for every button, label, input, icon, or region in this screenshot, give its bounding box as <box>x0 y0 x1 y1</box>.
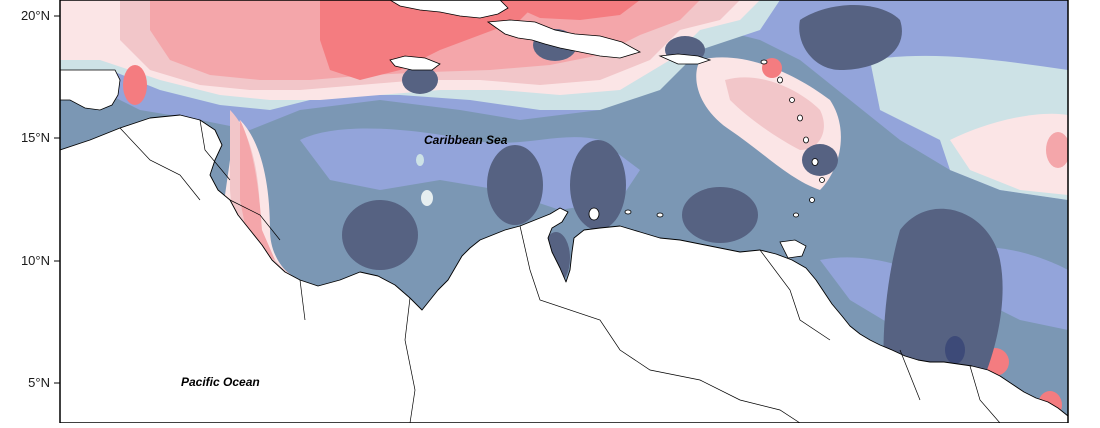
puerto-rico <box>658 53 712 65</box>
pacific-ocean-label: Pacific Ocean <box>181 375 260 389</box>
y-tick-label: 5°N <box>28 375 50 390</box>
anomaly-field <box>60 0 1068 423</box>
lesser-antilles <box>588 59 825 221</box>
y-tick-label: 20°N <box>21 8 50 23</box>
field-speck <box>421 190 433 206</box>
cuba <box>389 0 509 19</box>
central-america <box>60 114 1068 423</box>
landmass <box>60 0 1068 423</box>
y-tick-label: 15°N <box>21 130 50 145</box>
jamaica <box>389 55 441 71</box>
y-tick-label: 10°N <box>21 253 50 268</box>
yucatan <box>60 69 121 111</box>
trinidad <box>779 239 807 259</box>
axis-margin <box>0 0 60 423</box>
field-speck <box>416 154 424 166</box>
caribbean-sea-label: Caribbean Sea <box>424 133 508 147</box>
hispaniola <box>486 19 642 59</box>
y-axis: 20°N 15°N 10°N 5°N <box>21 8 60 390</box>
country-borders <box>119 119 1001 423</box>
